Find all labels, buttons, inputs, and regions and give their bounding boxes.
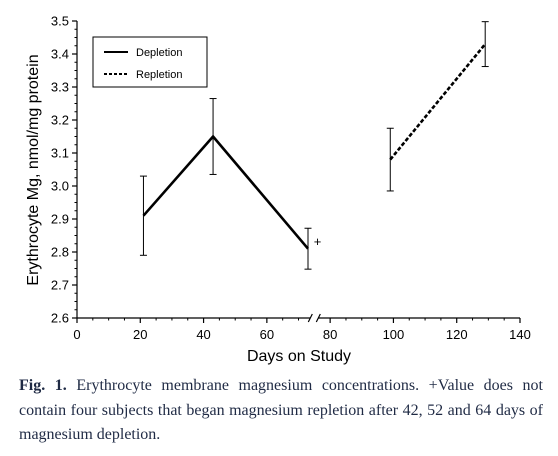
y-tick-label: 3.3 (51, 80, 69, 95)
y-tick-label: 3.0 (51, 179, 69, 194)
y-tick-label: 2.9 (51, 212, 69, 227)
x-tick-label: 100 (383, 327, 405, 342)
x-tick-label: 40 (196, 327, 210, 342)
figure-label: Fig. 1. (19, 377, 67, 394)
x-tick-label: 140 (509, 327, 531, 342)
series-line-depletion (142, 134, 309, 250)
axis-break-slash (315, 313, 321, 323)
x-tick-label: 80 (323, 327, 337, 342)
x-axis-title: Days on Study (247, 348, 351, 365)
axis-break-slash (307, 313, 313, 323)
x-axis: 0 20 40 60 80 100 120 140 Days on Study (73, 313, 531, 365)
x-tick-label: 20 (133, 327, 147, 342)
series-line-repletion (389, 43, 487, 161)
y-tick-label: 2.7 (51, 278, 69, 293)
y-axis: 2.6 2.7 2.8 2.9 3.0 3.1 3.2 3.3 3.4 3.5 Erythrocy… (25, 14, 78, 326)
legend-label-repletion: Repletion (136, 69, 182, 81)
y-tick-label: 3.4 (51, 47, 69, 62)
y-tick-label: 3.1 (51, 146, 69, 161)
y-tick-label: 3.2 (51, 113, 69, 128)
y-axis-title: Erythrocyte Mg, nmol/mg protein (25, 54, 42, 285)
line-chart: 2.6 2.7 2.8 2.9 3.0 3.1 3.2 3.3 3.4 3.5 Erythrocy… (25, 14, 531, 366)
axis-break-marker (307, 313, 321, 323)
legend: Depletion Repletion (92, 36, 208, 88)
x-tick-label: 120 (446, 327, 468, 342)
legend-label-depletion: Depletion (136, 47, 182, 59)
y-tick-label: 2.8 (51, 245, 69, 260)
annotation-plus: + (314, 234, 322, 249)
y-tick-label: 3.5 (51, 14, 69, 29)
legend-box (92, 36, 208, 88)
x-tick-label: 0 (73, 327, 80, 342)
x-tick-label: 60 (260, 327, 274, 342)
figure-caption: Fig. 1. Erythrocyte membrane magnesium c… (19, 374, 543, 448)
caption-text: Erythrocyte membrane magnesium concentra… (19, 377, 543, 443)
y-tick-label: 2.6 (51, 311, 69, 326)
